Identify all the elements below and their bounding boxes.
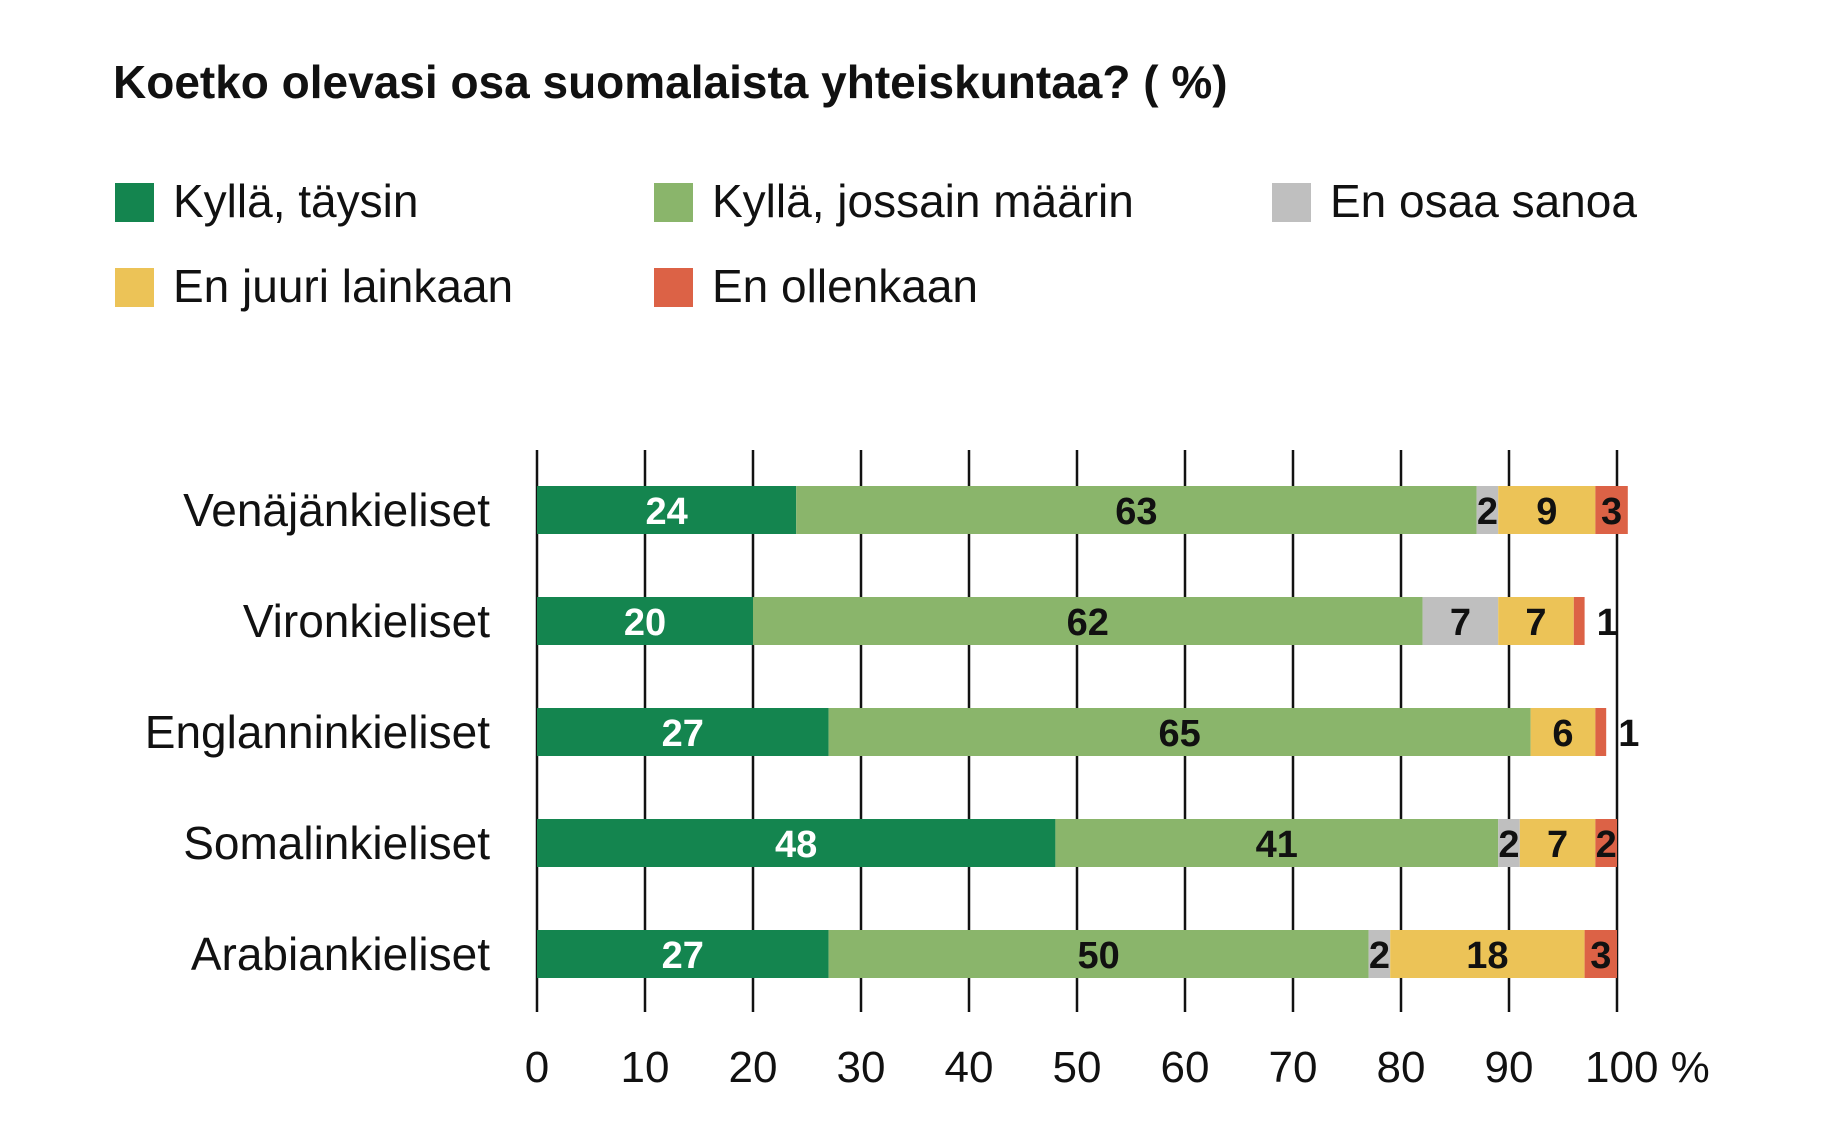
legend-swatch (1272, 183, 1311, 222)
data-label: 2 (1477, 491, 1498, 533)
data-label: 62 (1067, 602, 1109, 644)
bar-segment (537, 930, 829, 978)
data-label: 50 (1077, 935, 1119, 977)
bar-segment (796, 486, 1477, 534)
data-label: 2 (1596, 824, 1617, 866)
data-label: 9 (1536, 491, 1557, 533)
data-label: 20 (624, 602, 666, 644)
bars: 24 63 2 9 320 62 7 7 127 65 6 148 41 2 7 227 50 2 18 3 (537, 486, 1639, 978)
x-tick-label: 0 (525, 1043, 549, 1092)
x-tick-label: 80 (1377, 1043, 1426, 1092)
bar-segment (1595, 486, 1628, 534)
legend-label: En osaa sanoa (1330, 175, 1637, 227)
bar-segment (1422, 597, 1499, 645)
bar-segment (537, 708, 829, 756)
data-label: 27 (662, 713, 704, 755)
bar-segment (1519, 819, 1596, 867)
data-label: 65 (1158, 713, 1200, 755)
data-label: 3 (1601, 491, 1622, 533)
bar-segment (1390, 930, 1585, 978)
data-label: 6 (1552, 713, 1573, 755)
x-tick-label: 30 (837, 1043, 886, 1092)
category-label: Somalinkieliset (183, 817, 490, 869)
x-tick-label: 40 (945, 1043, 994, 1092)
data-label: 2 (1369, 935, 1390, 977)
data-label: 1 (1618, 713, 1639, 755)
legend-label: En juuri lainkaan (173, 260, 513, 312)
category-label: Venäjänkieliset (183, 484, 490, 536)
bar-segment (753, 597, 1423, 645)
data-label: 18 (1466, 935, 1508, 977)
data-label: 7 (1450, 602, 1471, 644)
bar-segment (1476, 486, 1499, 534)
x-tick-label: 10 (621, 1043, 670, 1092)
legend-swatch (115, 268, 154, 307)
bar-segment (1595, 708, 1607, 756)
x-axis-ticks: 0 10 20 30 40 50 60 70 80 90 100 % (525, 1043, 1710, 1092)
bar-segment (537, 486, 797, 534)
legend-swatch (115, 183, 154, 222)
bar-segment (1498, 597, 1574, 645)
bar-segment (1498, 486, 1596, 534)
x-tick-label: 90 (1485, 1043, 1534, 1092)
data-label: 7 (1525, 602, 1546, 644)
category-label: Vironkieliset (243, 595, 490, 647)
x-tick-label: 20 (729, 1043, 778, 1092)
bar-segment (1573, 597, 1585, 645)
bar-segment (1498, 819, 1520, 867)
data-label: 27 (662, 935, 704, 977)
x-tick-label: 50 (1053, 1043, 1102, 1092)
bar-segment (1584, 930, 1617, 978)
x-tick-label: 70 (1269, 1043, 1318, 1092)
bar-segment (1530, 708, 1596, 756)
category-labels: Venäjänkieliset Vironkieliset Englanninkie… (145, 484, 490, 980)
x-tick-label: 100 % (1585, 1043, 1710, 1092)
legend-label: Kyllä, jossain määrin (712, 175, 1134, 227)
bar-segment (1595, 819, 1617, 867)
category-label: Arabiankieliset (191, 928, 490, 980)
bar-segment (1055, 819, 1499, 867)
legend-swatch (654, 268, 693, 307)
data-label: 3 (1590, 935, 1611, 977)
data-label: 63 (1115, 491, 1157, 533)
legend-label: Kyllä, täysin (173, 175, 418, 227)
data-label: 2 (1498, 824, 1519, 866)
data-label: 7 (1547, 824, 1568, 866)
bar-segment (828, 930, 1369, 978)
category-label: Englanninkieliset (145, 706, 490, 758)
x-tick-label: 60 (1161, 1043, 1210, 1092)
bar-segment (537, 819, 1056, 867)
data-label: 41 (1256, 824, 1298, 866)
data-label: 48 (775, 824, 817, 866)
legend: Kyllä, täysin Kyllä, jossain määrin En osa… (115, 175, 1637, 312)
bar-segment (828, 708, 1531, 756)
data-label: 1 (1597, 602, 1618, 644)
bar-segment (1368, 930, 1391, 978)
legend-swatch (654, 183, 693, 222)
chart-title: Koetko olevasi osa suomalaista yhteiskun… (113, 56, 1228, 108)
legend-label: En ollenkaan (712, 260, 978, 312)
data-label: 24 (645, 491, 687, 533)
bar-segment (537, 597, 753, 645)
